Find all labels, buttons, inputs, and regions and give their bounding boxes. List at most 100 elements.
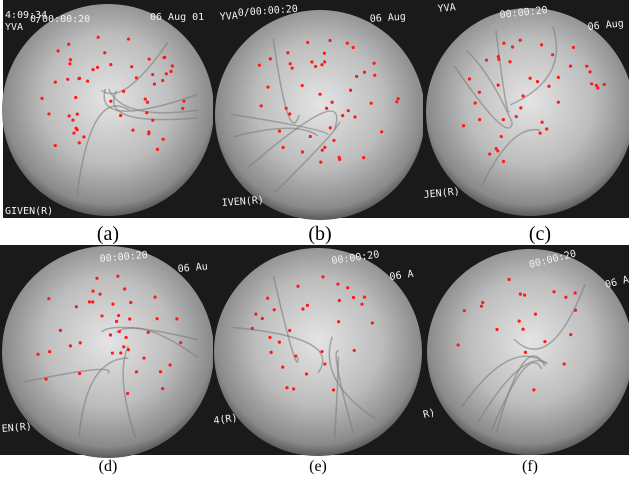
feature-point xyxy=(53,143,57,148)
feature-point xyxy=(306,40,310,45)
feature-point xyxy=(499,134,503,139)
overlay-text: 06 Au xyxy=(177,261,208,275)
feature-point xyxy=(175,317,179,321)
feature-point xyxy=(308,134,312,139)
feature-point xyxy=(336,282,340,286)
feature-point xyxy=(269,350,273,354)
feature-point xyxy=(320,63,324,67)
feature-point xyxy=(564,295,568,299)
feature-point xyxy=(569,333,573,337)
feature-point xyxy=(126,391,130,396)
panel: YVA 0/00:00:20 06 Aug IVEN(R) xyxy=(213,0,425,220)
feature-point xyxy=(86,79,90,83)
feature-point xyxy=(288,62,292,66)
feature-point xyxy=(277,129,282,133)
feature-point xyxy=(290,66,294,70)
feature-point xyxy=(109,63,113,67)
feature-point xyxy=(345,41,349,45)
feature-point xyxy=(131,128,135,132)
vessel xyxy=(510,26,558,106)
feature-point xyxy=(473,101,477,105)
feature-point xyxy=(40,96,44,100)
feature-point xyxy=(373,73,377,77)
feature-point xyxy=(103,51,107,55)
overlay-text: JEN(R) xyxy=(423,186,460,201)
feature-point xyxy=(111,302,115,306)
feature-point xyxy=(362,156,366,160)
vessel xyxy=(490,362,543,431)
feature-point xyxy=(484,58,489,62)
feature-point xyxy=(161,78,165,83)
feature-point xyxy=(594,83,599,88)
feature-point xyxy=(341,114,345,118)
feature-point xyxy=(380,130,384,134)
feature-point xyxy=(323,145,327,149)
feature-point xyxy=(362,295,367,299)
feature-point xyxy=(479,304,484,308)
feature-point xyxy=(124,335,128,340)
feature-point xyxy=(478,118,482,122)
panel: 00:00:20 06 Au EN(R) xyxy=(0,245,214,458)
feature-point xyxy=(142,356,146,360)
feature-point xyxy=(158,370,163,374)
feature-point xyxy=(182,99,186,103)
feature-point xyxy=(72,131,76,135)
vessel xyxy=(333,356,340,439)
feature-point xyxy=(66,77,70,81)
feature-point xyxy=(352,348,356,353)
feature-point xyxy=(337,320,341,324)
overlay-text: 4(R) xyxy=(213,413,238,427)
feature-point xyxy=(277,340,282,344)
vessel xyxy=(461,355,548,408)
vessel xyxy=(122,345,137,439)
overlay-text: 06 A xyxy=(389,269,414,283)
feature-point xyxy=(296,284,300,288)
overlay-text: IVEN(R) xyxy=(221,195,264,209)
feature-point xyxy=(337,155,341,160)
feature-point xyxy=(47,112,51,116)
feature-point xyxy=(552,290,556,294)
feature-point xyxy=(320,349,324,354)
feature-point xyxy=(328,38,332,43)
feature-point xyxy=(351,45,355,50)
feature-point xyxy=(170,64,174,68)
feature-point xyxy=(517,319,521,323)
feature-point xyxy=(147,57,151,61)
feature-point xyxy=(250,326,254,331)
feature-point xyxy=(571,45,576,50)
feature-point xyxy=(95,65,100,69)
feature-point xyxy=(301,307,305,311)
feature-point xyxy=(152,82,157,86)
feature-point xyxy=(91,300,95,304)
overlay-text: 06 Aug xyxy=(369,11,406,24)
feature-point xyxy=(155,317,159,321)
panel-label: (b) xyxy=(308,223,331,245)
feature-point xyxy=(461,124,466,128)
feature-point xyxy=(588,70,592,74)
feature-point xyxy=(74,95,78,100)
vessel xyxy=(115,327,199,359)
vessel xyxy=(272,38,300,124)
vessel xyxy=(112,90,198,121)
feature-point xyxy=(372,61,376,65)
feature-point xyxy=(496,55,500,59)
feature-point xyxy=(477,90,481,94)
feature-point xyxy=(521,94,525,98)
feature-point xyxy=(346,286,350,290)
feature-point xyxy=(481,300,485,305)
panel-label: (c) xyxy=(529,223,551,245)
feature-point xyxy=(370,321,374,325)
feature-point xyxy=(573,291,577,295)
feature-point xyxy=(268,57,272,61)
vessel xyxy=(230,113,329,136)
overlay-text: 06 Aug xyxy=(587,18,624,33)
feature-point xyxy=(122,89,126,93)
feature-point xyxy=(369,101,373,105)
feature-point xyxy=(518,38,522,42)
feature-point xyxy=(494,147,498,151)
feature-point xyxy=(284,106,288,110)
feature-point xyxy=(181,106,185,111)
feature-point xyxy=(351,295,356,300)
overlay-text: YVA xyxy=(437,2,456,15)
